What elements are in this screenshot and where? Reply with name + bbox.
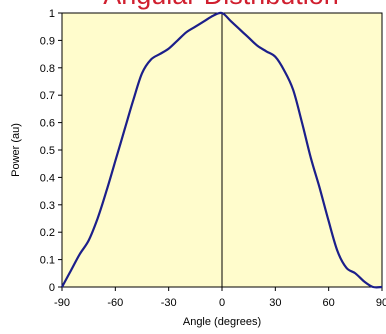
y-tick-label: 0.2 <box>40 227 55 239</box>
y-tick-label: 0.7 <box>40 90 55 102</box>
x-tick-label: 90 <box>376 297 386 309</box>
y-axis: 0 0.1 0.2 0.3 0.4 0.5 0.6 0.7 0.8 0.9 1 <box>40 8 62 294</box>
y-tick-label: 0.1 <box>40 255 55 267</box>
x-axis-label: Angle (degrees) <box>183 316 261 328</box>
y-tick-label: 0.9 <box>40 35 55 47</box>
y-tick-label: 0.5 <box>40 145 55 157</box>
x-tick-label: 30 <box>269 297 281 309</box>
y-tick-label: 0.6 <box>40 118 55 130</box>
y-tick-label: 0.3 <box>40 200 55 212</box>
x-tick-label: 60 <box>323 297 335 309</box>
y-tick-label: 0.4 <box>40 172 55 184</box>
y-tick-label: 1 <box>49 8 55 20</box>
y-axis-label: Power (au) <box>10 123 22 177</box>
x-tick-label: -60 <box>107 297 123 309</box>
x-tick-label: -30 <box>161 297 177 309</box>
y-tick-label: 0.8 <box>40 63 55 75</box>
x-axis: -90 -60 -30 0 30 60 90 <box>54 287 386 309</box>
series-line <box>61 11 383 289</box>
chart-title: Angular Distribution <box>103 0 339 10</box>
x-tick-label: -90 <box>54 297 70 309</box>
y-tick-label: 0 <box>49 282 55 294</box>
x-tick-label: 0 <box>219 297 225 309</box>
